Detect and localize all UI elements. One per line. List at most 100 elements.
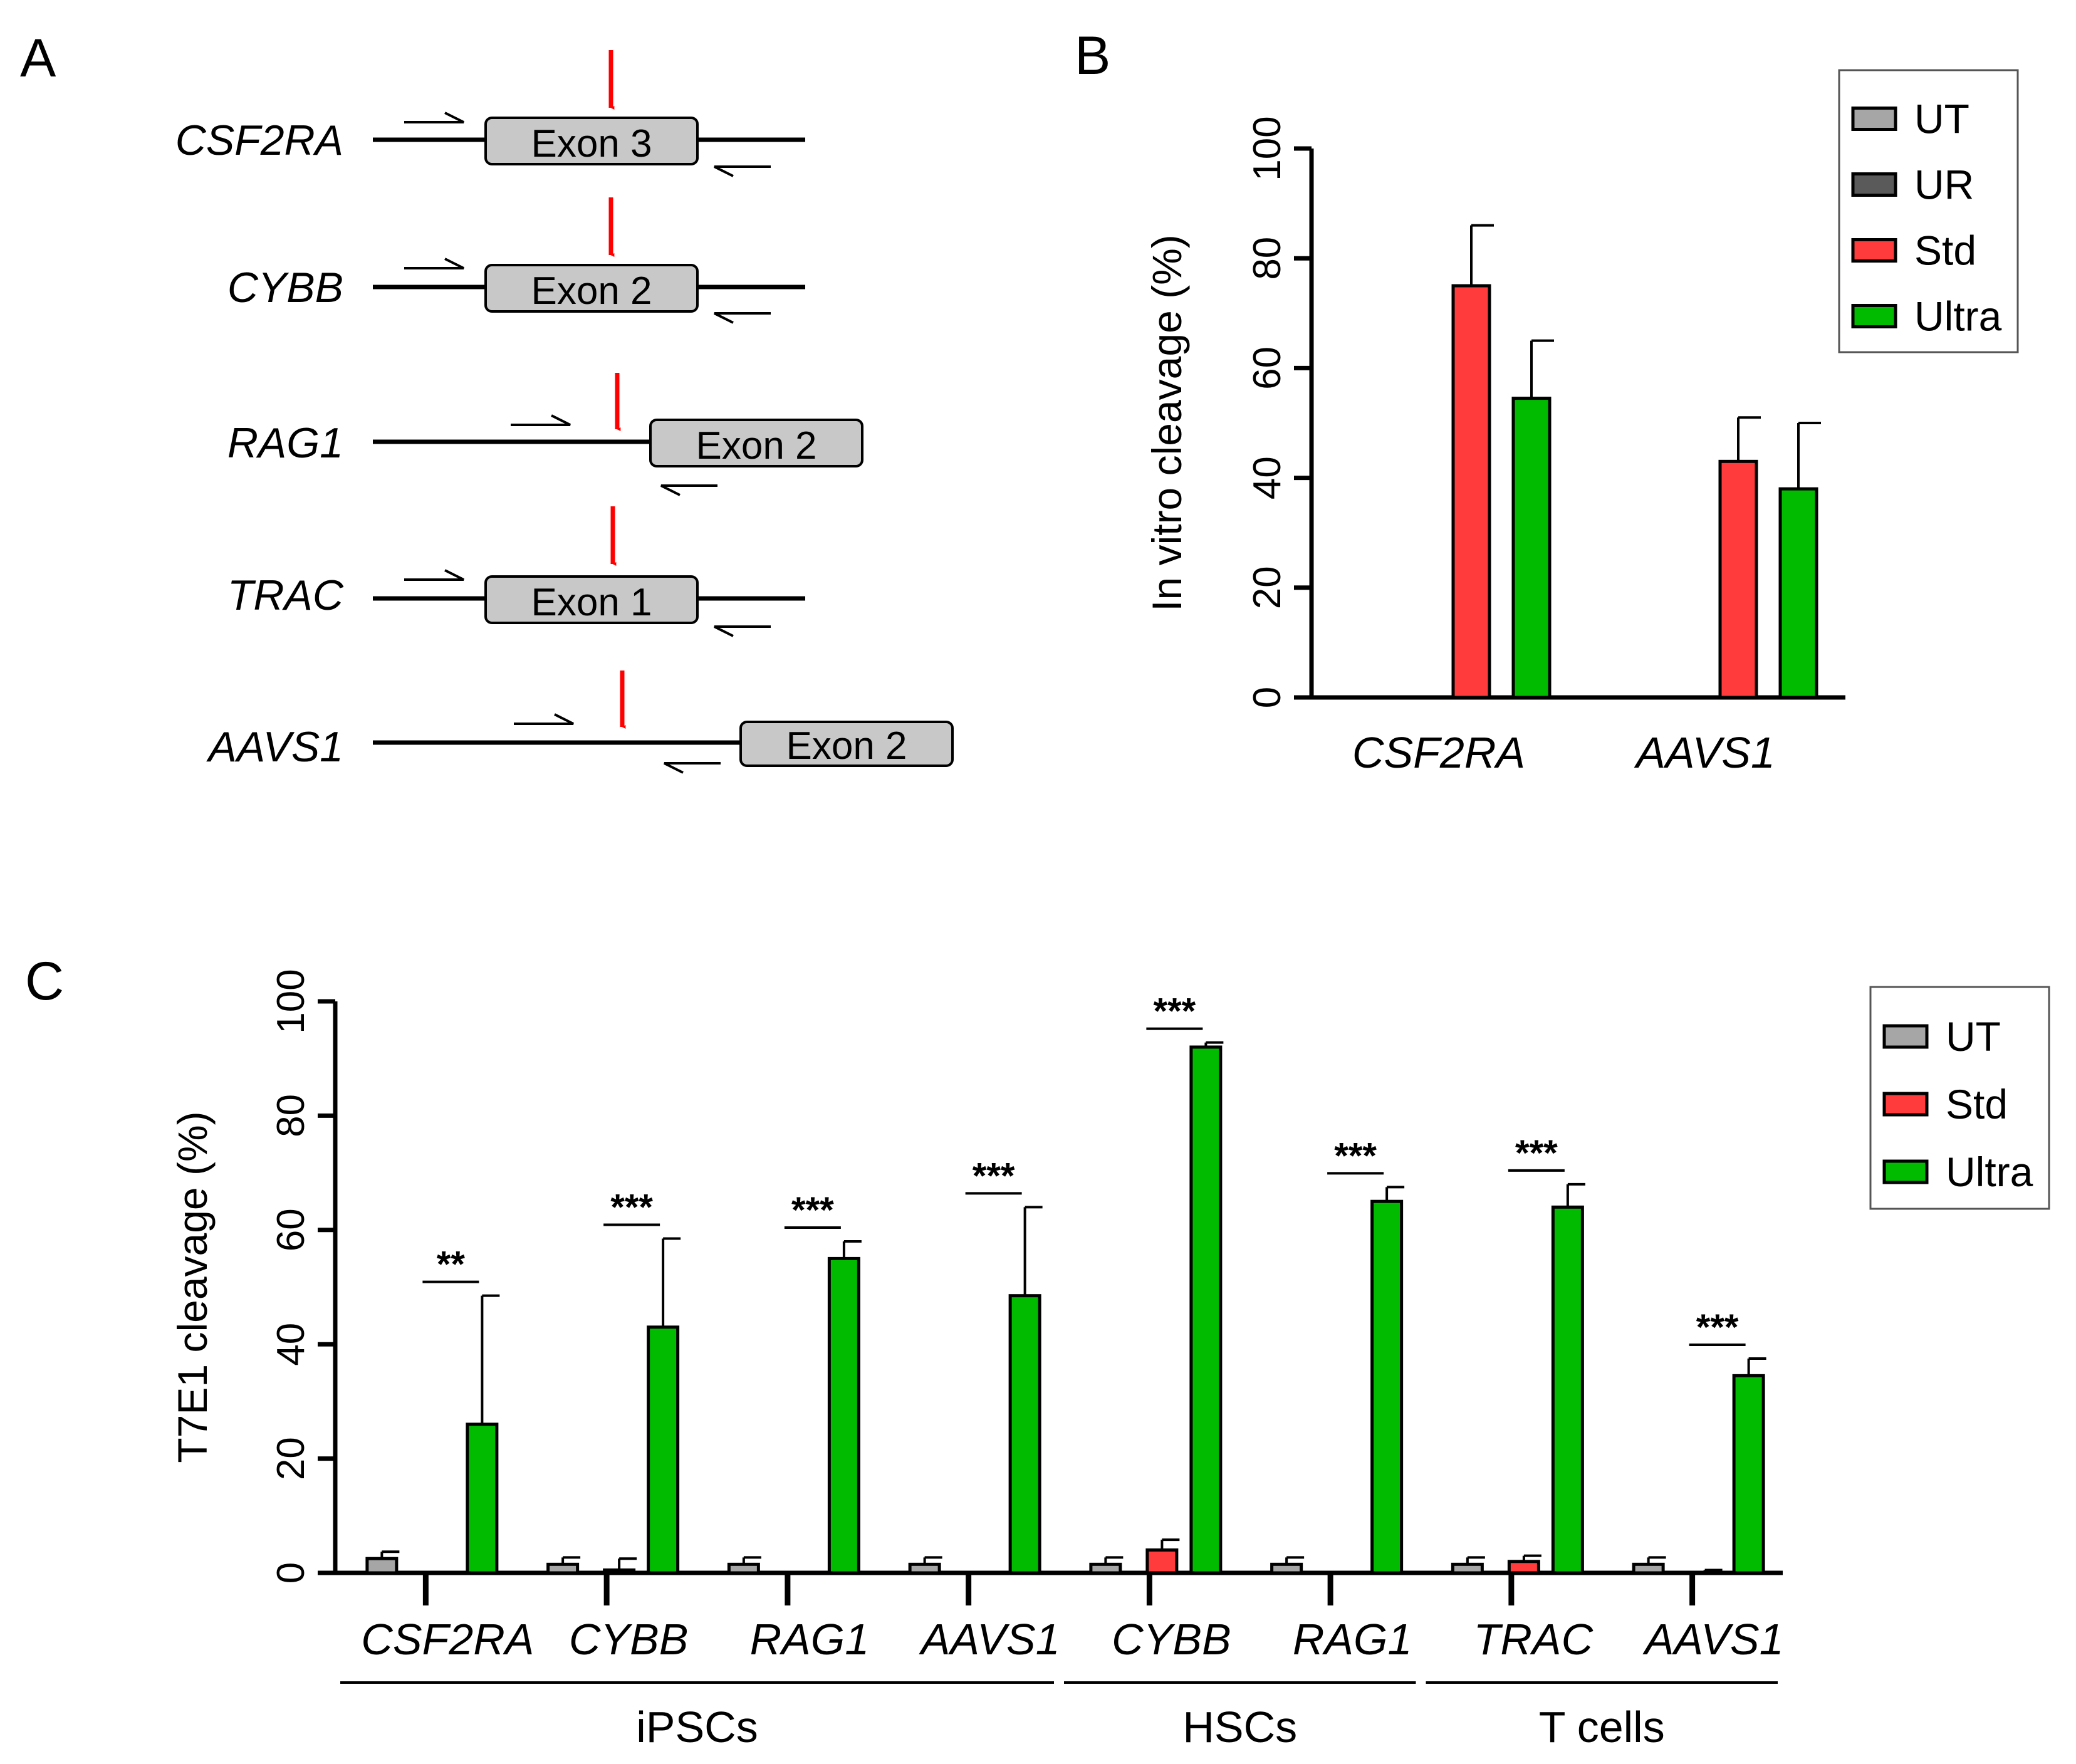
significance-label: *** — [610, 1187, 653, 1228]
bar-ultra — [1551, 1205, 1584, 1575]
bar-std — [1451, 284, 1491, 699]
reverse-primer-icon — [660, 484, 717, 496]
x-category-label: RAG1 — [1293, 1615, 1412, 1664]
chart-t7e1-cleavage: 0 20 40 60 80 100 T7E1 cleavage (%) CSF2RA ** CYB… — [169, 969, 2050, 1751]
y-tick-label: 20 — [269, 1437, 313, 1480]
y-tick-label: 60 — [269, 1208, 313, 1251]
x-category-label: CYBB — [569, 1615, 689, 1664]
bar-ultra — [1511, 397, 1552, 699]
reverse-primer-icon — [664, 762, 721, 774]
legend-swatch-ut — [1851, 107, 1897, 131]
bar-std — [603, 1568, 636, 1575]
forward-primer-icon — [514, 713, 574, 725]
gene-row-csf2ra: CSF2RA Exon 3 — [175, 50, 805, 177]
x-category-label: CSF2RA — [1352, 728, 1525, 777]
legend-swatch-ultra — [1851, 304, 1897, 328]
bar-std — [1718, 459, 1758, 699]
exon-box — [484, 264, 699, 313]
y-tick-label: 60 — [1246, 347, 1289, 390]
y-tick-label: 0 — [1246, 687, 1289, 708]
legend-swatch-ur — [1851, 172, 1897, 197]
group-label: HSCs — [1182, 1703, 1297, 1751]
bar-ultra — [466, 1422, 499, 1575]
gene-name-label: TRAC — [227, 571, 344, 619]
gene-row-aavs1: AAVS1 Exon 2 — [206, 671, 954, 774]
bar-ut — [546, 1562, 580, 1575]
panel-label-b: B — [1075, 26, 1110, 86]
forward-primer-icon — [404, 258, 464, 269]
bar-ultra — [647, 1325, 680, 1575]
y-tick-label: 40 — [1246, 456, 1289, 499]
legend-label: UT — [1946, 1013, 2001, 1060]
x-category-label: AAVS1 — [1642, 1615, 1784, 1664]
bar-std — [1507, 1560, 1540, 1575]
significance-label: *** — [1515, 1133, 1558, 1174]
gene-row-trac: TRAC Exon 1 — [227, 506, 805, 637]
exon-label: Exon 2 — [786, 724, 907, 768]
y-tick-label: 100 — [269, 969, 313, 1033]
bar-ultra — [1370, 1199, 1404, 1575]
bar-ut — [1270, 1562, 1303, 1575]
y-tick-label: 100 — [1246, 116, 1289, 180]
gene-name-label: AAVS1 — [206, 723, 344, 771]
x-category-label: TRAC — [1474, 1615, 1594, 1664]
bar-ultra — [1008, 1294, 1041, 1575]
reverse-primer-icon — [714, 165, 771, 177]
legend-label: UR — [1914, 162, 1974, 208]
significance-label: *** — [1334, 1135, 1377, 1176]
legend-swatch-std — [1882, 1092, 1929, 1117]
y-tick-label: 0 — [269, 1562, 313, 1584]
bar-ut — [1451, 1562, 1484, 1575]
exon-box — [649, 419, 863, 467]
x-category-label: AAVS1 — [1634, 728, 1775, 777]
y-axis-label: T7E1 cleavage (%) — [169, 1111, 216, 1463]
bar-ultra — [1778, 487, 1818, 699]
gene-name-label: RAG1 — [227, 419, 343, 467]
gene-name-label: CSF2RA — [175, 117, 343, 164]
exon-label: Exon 3 — [531, 122, 652, 165]
panel-label-c: C — [25, 951, 64, 1011]
legend-swatch-ut — [1882, 1024, 1929, 1049]
chart-in-vitro-cleavage: 0 20 40 60 80 100 In vitro cleavage (%) CSF2RA A… — [1144, 69, 2019, 777]
bar-ut — [1089, 1562, 1122, 1575]
gene-row-rag1: RAG1 Exon 2 — [227, 373, 863, 496]
significance-label: *** — [973, 1156, 1015, 1196]
group-label: iPSCs — [636, 1703, 758, 1751]
bar-ultra — [1732, 1374, 1765, 1575]
bar-ut — [1632, 1562, 1665, 1575]
bar-ultra — [1189, 1045, 1223, 1575]
bar-ut — [908, 1562, 941, 1575]
x-category-label: RAG1 — [750, 1615, 870, 1664]
forward-primer-icon — [511, 414, 571, 426]
legend-label: Ultra — [1946, 1149, 2033, 1195]
gene-schematic-panel: CSF2RA Exon 3 CYBB Exon 2 RAG1 Exon 2 — [175, 50, 954, 774]
bar-std — [1145, 1548, 1179, 1575]
bar-ultra — [827, 1256, 860, 1575]
reverse-primer-icon — [714, 312, 771, 324]
gene-row-cybb: CYBB Exon 2 — [227, 197, 805, 324]
legend-swatch-std — [1851, 238, 1897, 263]
significance-label: *** — [1696, 1307, 1739, 1348]
chart-legend: UT UR Std Ultra — [1838, 69, 2019, 353]
legend-label: Std — [1946, 1081, 2008, 1127]
significance-label: *** — [1154, 991, 1196, 1032]
legend-label: Std — [1914, 227, 1976, 274]
y-tick-label: 20 — [1246, 566, 1289, 609]
gene-name-label: CYBB — [227, 264, 343, 311]
y-tick-label: 80 — [1246, 237, 1289, 280]
x-category-label: CYBB — [1112, 1615, 1231, 1664]
legend-swatch-ultra — [1882, 1159, 1929, 1184]
bar-ut — [727, 1562, 760, 1575]
exon-label: Exon 2 — [696, 424, 816, 467]
significance-label: *** — [791, 1190, 834, 1231]
exon-label: Exon 2 — [531, 269, 652, 313]
forward-primer-icon — [404, 112, 464, 123]
group-label: T cells — [1539, 1703, 1665, 1751]
legend-label: UT — [1914, 96, 1969, 142]
bar-ut — [365, 1557, 399, 1575]
chart-legend: UT Std Ultra — [1869, 986, 2050, 1210]
exon-box — [739, 721, 954, 767]
y-tick-label: 40 — [269, 1323, 313, 1366]
forward-primer-icon — [404, 569, 464, 581]
